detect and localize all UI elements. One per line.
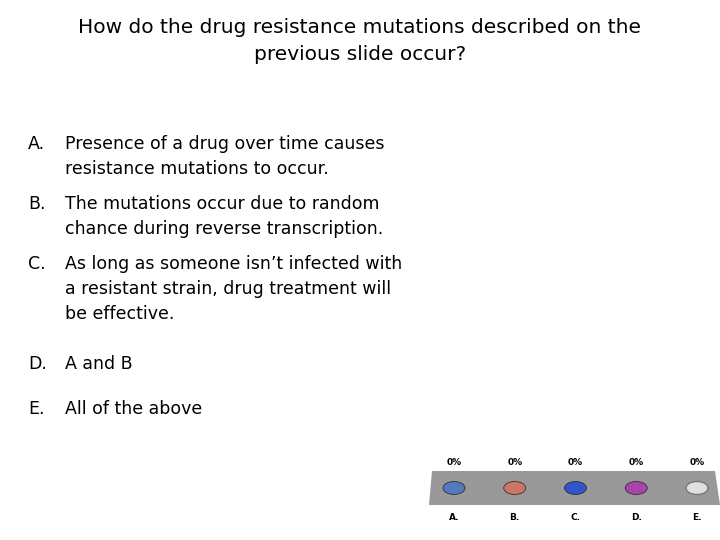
- Text: How do the drug resistance mutations described on the
previous slide occur?: How do the drug resistance mutations des…: [78, 18, 642, 64]
- Ellipse shape: [564, 482, 587, 495]
- Text: C.: C.: [570, 513, 580, 522]
- Text: A.: A.: [28, 135, 45, 153]
- Text: The mutations occur due to random
chance during reverse transcription.: The mutations occur due to random chance…: [65, 195, 383, 238]
- Text: D.: D.: [28, 355, 47, 373]
- Text: A and B: A and B: [65, 355, 132, 373]
- Ellipse shape: [504, 482, 526, 495]
- Text: E.: E.: [692, 513, 702, 522]
- Ellipse shape: [443, 482, 465, 495]
- Text: 0%: 0%: [568, 458, 583, 467]
- Text: D.: D.: [631, 513, 642, 522]
- Text: B.: B.: [510, 513, 520, 522]
- Ellipse shape: [625, 482, 647, 495]
- Text: 0%: 0%: [690, 458, 705, 467]
- Ellipse shape: [686, 482, 708, 495]
- Text: As long as someone isn’t infected with
a resistant strain, drug treatment will
b: As long as someone isn’t infected with a…: [65, 255, 402, 323]
- Text: C.: C.: [28, 255, 45, 273]
- Text: All of the above: All of the above: [65, 400, 202, 418]
- Text: B.: B.: [28, 195, 45, 213]
- Text: Presence of a drug over time causes
resistance mutations to occur.: Presence of a drug over time causes resi…: [65, 135, 384, 178]
- Polygon shape: [429, 471, 720, 505]
- Text: E.: E.: [28, 400, 45, 418]
- Text: 0%: 0%: [446, 458, 462, 467]
- Text: 0%: 0%: [507, 458, 522, 467]
- Text: A.: A.: [449, 513, 459, 522]
- Text: 0%: 0%: [629, 458, 644, 467]
